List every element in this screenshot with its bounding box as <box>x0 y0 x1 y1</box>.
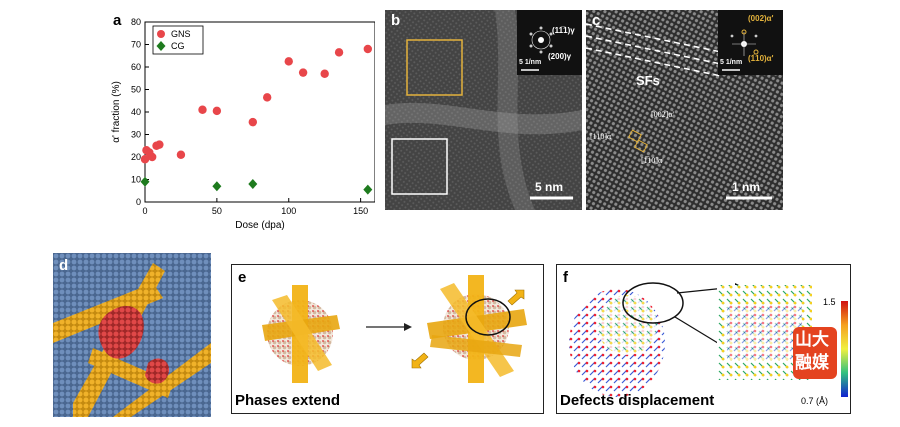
panel-e-highlight-circle <box>465 298 511 336</box>
panel-c-fft-label-1: (002)α' <box>748 14 774 23</box>
panel-b-yellow-box <box>406 39 463 96</box>
panel-b-fft-label-2: (200)γ <box>548 52 572 61</box>
panel-b-fft-inset: (11̅1)γ (200)γ 5 1/nm <box>517 10 582 75</box>
panel-a-chart: 0 50 100 150 0 10 20 30 40 50 60 70 80 Dose (dpa) α' f… <box>111 17 375 231</box>
panel-e: e Phases extend <box>231 264 544 414</box>
panel-c-dir-1bar10: [1̅10]α' <box>641 156 664 165</box>
y-tick-label: 80 <box>131 17 141 27</box>
panel-f-zoom-circle <box>622 282 684 324</box>
cg-point <box>212 181 222 192</box>
gns-point <box>212 106 222 116</box>
y-tick-label: 50 <box>131 85 141 95</box>
panel-c-scale-bar: 1 nm <box>732 180 761 194</box>
panel-f-caption: Defects displacement <box>560 392 715 409</box>
gns-point <box>284 57 293 66</box>
panel-c-sfs-label: SFs <box>636 73 660 88</box>
y-tick-label: 10 <box>131 175 141 185</box>
panel-b: b (11̅1)γ (200)γ 5 1/nm 5 nm <box>385 10 582 210</box>
gns-point <box>176 150 186 159</box>
panel-c-fft-inset: (002)α' (1̅10)α' 5 1/nm <box>718 10 783 75</box>
panel-f: 山大融媒 f 1.5 0.7 (Å) Defects displacement <box>556 264 851 414</box>
gns-point <box>248 117 258 127</box>
panel-b-scale-bar: 5 nm <box>535 180 564 194</box>
panel-e-arrow-upright <box>507 289 525 306</box>
legend-marker <box>157 30 165 38</box>
panel-d-letter: d <box>59 257 69 274</box>
cg-point <box>248 179 258 189</box>
panel-c: c SFs [002]α' [110]α' [1̅10]α' (002)α' (… <box>586 10 783 210</box>
panel-c-fft-scale: 5 1/nm <box>720 59 743 66</box>
panel-e-arrow-downleft <box>411 352 429 369</box>
x-tick-label: 0 <box>142 206 147 216</box>
y-tick-label: 40 <box>131 107 141 117</box>
panel-a: a 0 50 100 150 0 10 20 30 40 50 60 70 80 Dose (dpa) α'… <box>95 10 375 235</box>
panel-f-colorbar-min: 0.7 (Å) <box>801 396 829 406</box>
legend-label: CG <box>171 41 185 51</box>
panel-e-illustration <box>262 275 527 383</box>
gns-point <box>262 93 272 102</box>
panel-b-fft-label-1: (11̅1)γ <box>552 26 575 35</box>
panel-f-watermark-logo: 山大融媒 <box>793 327 837 379</box>
gns-point <box>198 105 207 114</box>
y-tick-label: 60 <box>131 62 141 72</box>
y-tick-label: 70 <box>131 40 141 50</box>
panel-b-white-box <box>391 138 448 195</box>
x-tick-label: 50 <box>212 206 222 216</box>
y-tick-label: 30 <box>131 130 141 140</box>
gns-point <box>147 152 157 162</box>
legend-marker <box>156 41 166 51</box>
panel-b-fft-scale: 5 1/nm <box>519 59 542 66</box>
panel-d: d <box>53 253 211 417</box>
legend-label: GNS <box>171 29 191 39</box>
panel-f-colorbar <box>841 301 848 397</box>
panel-c-fft-label-2: (1̅10)α' <box>748 54 774 63</box>
panel-c-dir-002: [002]α' <box>651 110 674 119</box>
x-axis-label: Dose (dpa) <box>235 220 284 231</box>
gns-point <box>334 48 344 57</box>
panel-c-dir-110: [110]α' <box>590 132 613 141</box>
panel-d-atoms <box>53 253 211 417</box>
panel-a-letter: a <box>113 12 122 29</box>
gns-point <box>298 68 308 77</box>
panel-f-colorbar-max: 1.5 <box>823 297 836 307</box>
cg-point <box>140 176 150 187</box>
panel-f-watermark-text: 山大融媒 <box>795 330 829 373</box>
gns-point <box>140 155 150 164</box>
gns-point <box>155 140 164 149</box>
y-axis-label: α' fraction (%) <box>111 81 122 143</box>
panel-e-letter: e <box>238 269 247 286</box>
y-tick-label: 20 <box>131 152 141 162</box>
x-tick-label: 150 <box>353 206 368 216</box>
cg-point <box>363 184 373 195</box>
panel-e-caption: Phases extend <box>235 392 341 409</box>
panel-b-letter: b <box>391 12 401 29</box>
panel-c-letter: c <box>592 12 601 29</box>
x-tick-label: 100 <box>281 206 296 216</box>
y-tick-label: 0 <box>136 197 141 207</box>
gns-point <box>320 69 329 78</box>
panel-f-letter: f <box>563 269 568 286</box>
gns-point <box>363 44 373 54</box>
